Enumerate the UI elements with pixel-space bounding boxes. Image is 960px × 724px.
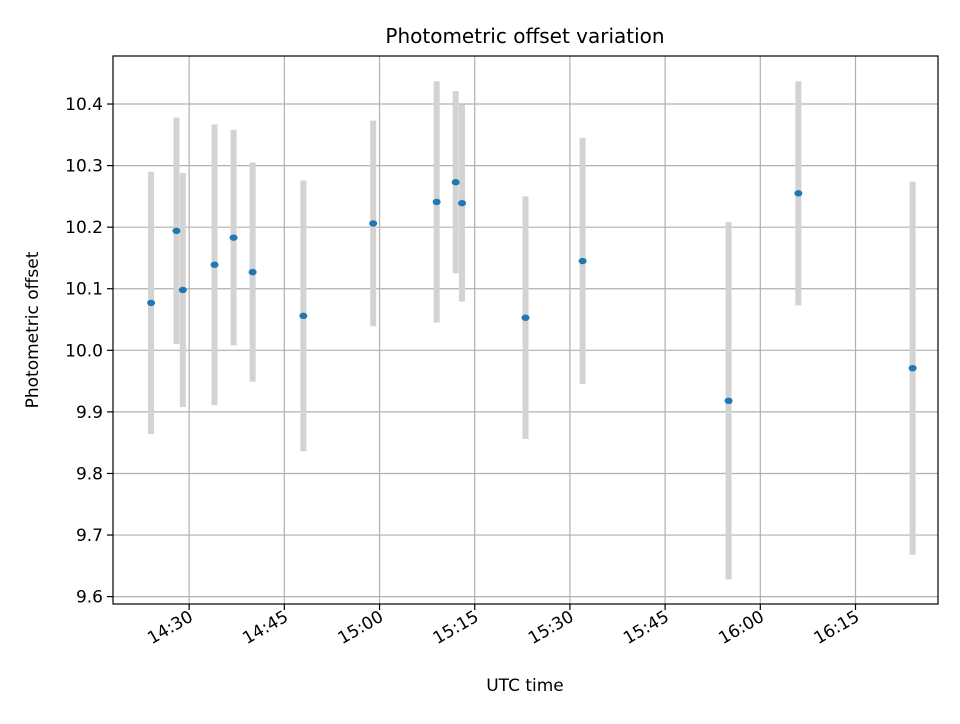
data-point (172, 227, 181, 235)
data-point (794, 190, 803, 197)
y-tick-label: 9.7 (76, 526, 103, 546)
y-axis-label: Photometric offset (23, 251, 43, 408)
data-point (210, 261, 219, 268)
data-point (178, 286, 187, 294)
y-tick-label: 10.0 (65, 341, 103, 361)
x-tick-label: 16:15 (811, 607, 863, 649)
y-tick-label: 9.6 (76, 588, 103, 608)
data-point (451, 179, 460, 186)
chart-title: Photometric offset variation (385, 24, 664, 48)
y-tick-label: 9.8 (76, 464, 103, 484)
data-point (521, 314, 530, 321)
y-tick-label: 10.1 (65, 280, 103, 300)
errorbar-layer (148, 81, 916, 580)
data-point (147, 299, 156, 307)
x-tick-label: 14:30 (144, 607, 196, 649)
data-point (369, 220, 378, 227)
data-point (248, 268, 257, 276)
x-tick-label: 15:30 (525, 607, 577, 649)
y-tick-label: 10.2 (65, 218, 103, 238)
data-point (229, 234, 238, 241)
x-tick-label: 15:45 (620, 607, 672, 649)
data-point (908, 364, 917, 372)
data-point (432, 198, 441, 206)
x-tick-label: 14:45 (239, 607, 291, 649)
x-tick-label: 16:00 (715, 607, 767, 649)
x-tick-label: 15:00 (335, 607, 387, 649)
x-tick-label: 15:15 (430, 607, 482, 649)
data-point (578, 257, 587, 265)
data-point (299, 312, 308, 320)
y-tick-label: 10.3 (65, 157, 103, 177)
data-point (458, 199, 467, 207)
point-layer (147, 179, 917, 405)
y-tick-label: 9.9 (76, 403, 103, 423)
data-point (724, 397, 733, 405)
x-axis-label: UTC time (486, 676, 564, 696)
y-tick-label: 10.4 (65, 95, 103, 115)
plot-frame (112, 55, 939, 605)
